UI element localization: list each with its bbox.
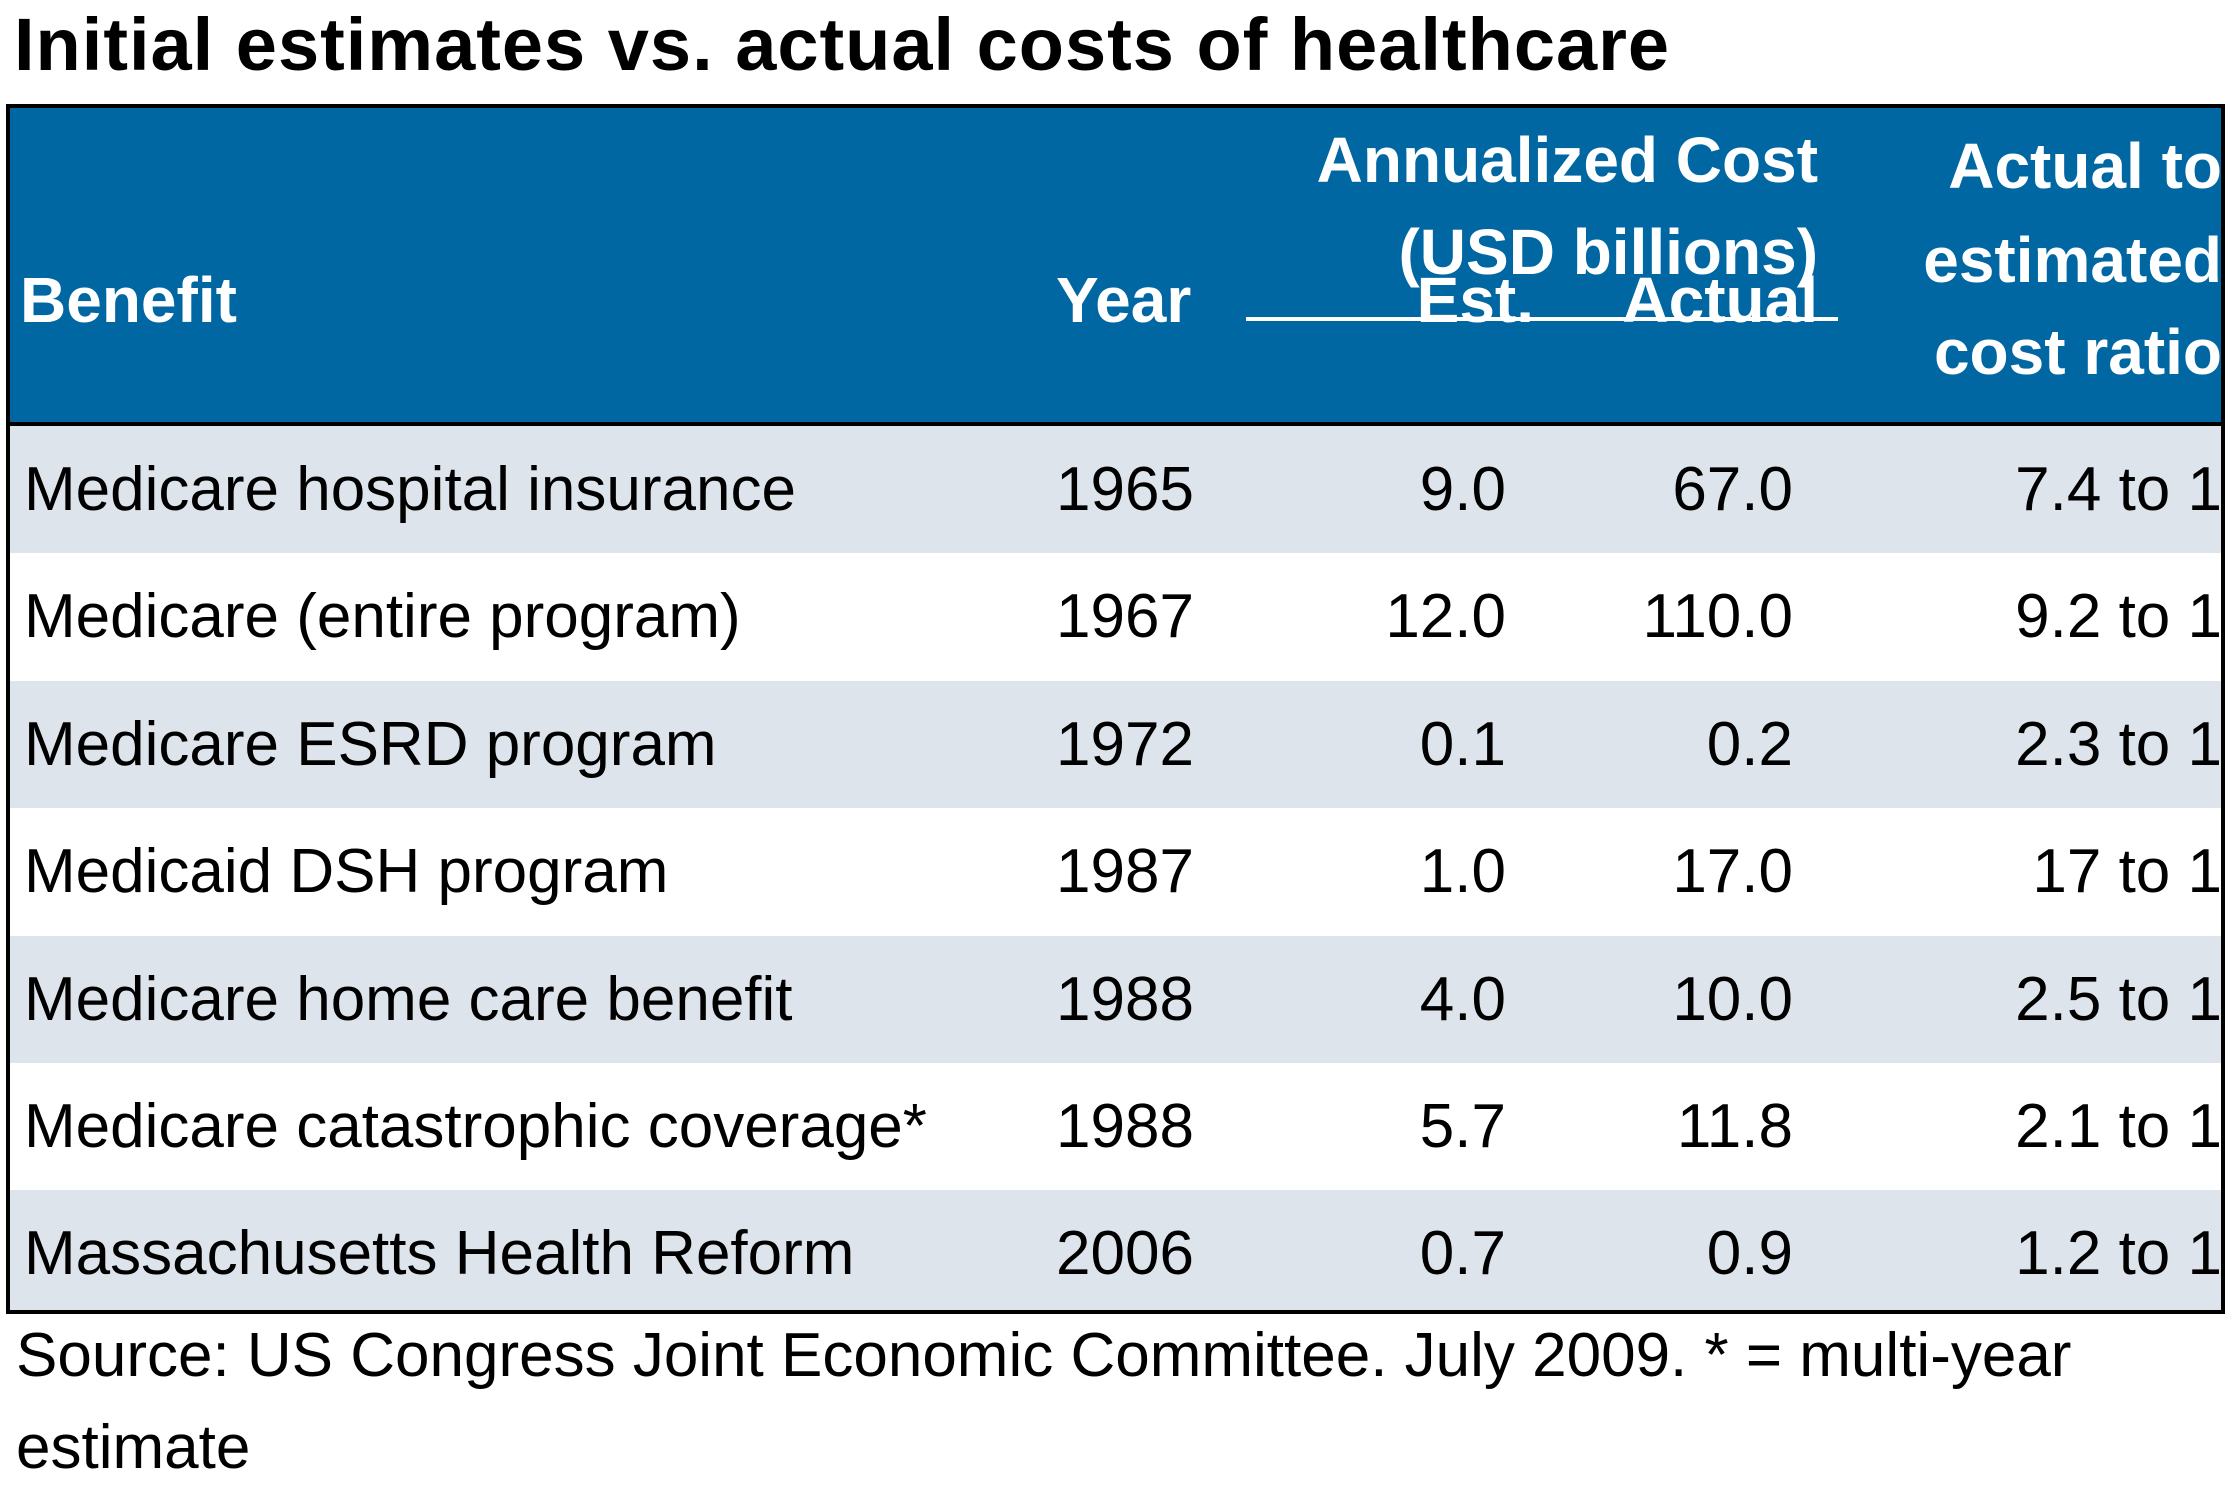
cell-benefit: Massachusetts Health Reform	[24, 1219, 855, 1289]
table-row: Massachusetts Health Reform 2006 0.7 0.9…	[10, 1190, 2222, 1310]
cell-est: 5.7	[1419, 1091, 1506, 1161]
cell-ratio: 2.5 to 1	[2015, 964, 2222, 1034]
cell-est: 0.1	[1419, 709, 1506, 779]
cost-table: Benefit Year Annualized Cost (USD billio…	[6, 104, 2225, 1314]
cell-benefit: Medicare home care benefit	[24, 964, 793, 1034]
table-row: Medicare catastrophic coverage* 1988 5.7…	[10, 1063, 2221, 1190]
cell-actual: 17.0	[1672, 837, 1793, 907]
cell-year: 1988	[1056, 964, 1194, 1034]
source-note: Source: US Congress Joint Economic Commi…	[16, 1321, 2072, 1482]
cell-ratio: 7.4 to 1	[2015, 455, 2222, 524]
cell-est: 4.0	[1419, 964, 1506, 1034]
cell-year: 2006	[1056, 1219, 1194, 1289]
header-ratio-line2: estimated	[1923, 224, 2222, 296]
table-body: Medicare hospital insurance 1965 9.0 67.…	[10, 426, 2222, 1310]
cell-est: 12.0	[1385, 582, 1506, 652]
chart-title: Initial estimates vs. actual costs of he…	[14, 3, 1671, 86]
cell-benefit: Medicare (entire program)	[24, 582, 741, 652]
table-header: Benefit Year Annualized Cost (USD billio…	[10, 108, 2221, 426]
cell-ratio: 2.1 to 1	[2015, 1091, 2222, 1161]
header-benefit: Benefit	[20, 264, 237, 336]
cell-ratio: 17 to 1	[2032, 837, 2222, 907]
table-row: Medicare hospital insurance 1965 9.0 67.…	[10, 426, 2222, 554]
header-ratio-line3: cost ratio	[1933, 316, 2222, 388]
cell-benefit: Medicaid DSH program	[24, 837, 669, 907]
cell-year: 1987	[1056, 837, 1194, 907]
header-est: Est.	[1416, 264, 1534, 336]
cell-est: 9.0	[1419, 455, 1506, 524]
cell-actual: 67.0	[1672, 455, 1793, 524]
cell-year: 1988	[1056, 1091, 1194, 1161]
cell-year: 1965	[1056, 455, 1194, 524]
header-actual: Actual	[1622, 264, 1818, 336]
cell-year: 1972	[1056, 709, 1194, 779]
cell-actual: 0.2	[1706, 709, 1793, 779]
table-row: Medicare (entire program) 1967 12.0 110.…	[10, 553, 2221, 680]
cell-actual: 110.0	[1642, 582, 1793, 652]
table-row: Medicare home care benefit 1988 4.0 10.0…	[10, 935, 2222, 1063]
cell-ratio: 2.3 to 1	[2015, 709, 2222, 779]
header-usd-billions: (USD billions)	[1398, 216, 1818, 288]
cell-actual: 11.8	[1676, 1091, 1793, 1161]
header-ratio-line1: Actual to	[1948, 130, 2222, 202]
table-row: Medicaid DSH program 1987 1.0 17.0 17 to…	[10, 808, 2221, 935]
cell-benefit: Medicare catastrophic coverage*	[24, 1091, 927, 1161]
table-row: Medicare ESRD program 1972 0.1 0.2 2.3 t…	[10, 680, 2222, 809]
cell-benefit: Medicare hospital insurance	[24, 455, 796, 524]
cell-actual: 0.9	[1706, 1219, 1793, 1289]
cell-est: 1.0	[1419, 837, 1506, 907]
cell-year: 1967	[1056, 582, 1194, 652]
cell-benefit: Medicare ESRD program	[24, 709, 717, 779]
header-group-rule	[1246, 317, 1838, 321]
header-annualized-cost: Annualized Cost	[1316, 124, 1818, 196]
header-year: Year	[1056, 264, 1192, 336]
cell-actual: 10.0	[1672, 964, 1793, 1034]
cell-ratio: 1.2 to 1	[2015, 1219, 2222, 1289]
cell-est: 0.7	[1419, 1219, 1506, 1289]
cell-ratio: 9.2 to 1	[2015, 582, 2222, 652]
